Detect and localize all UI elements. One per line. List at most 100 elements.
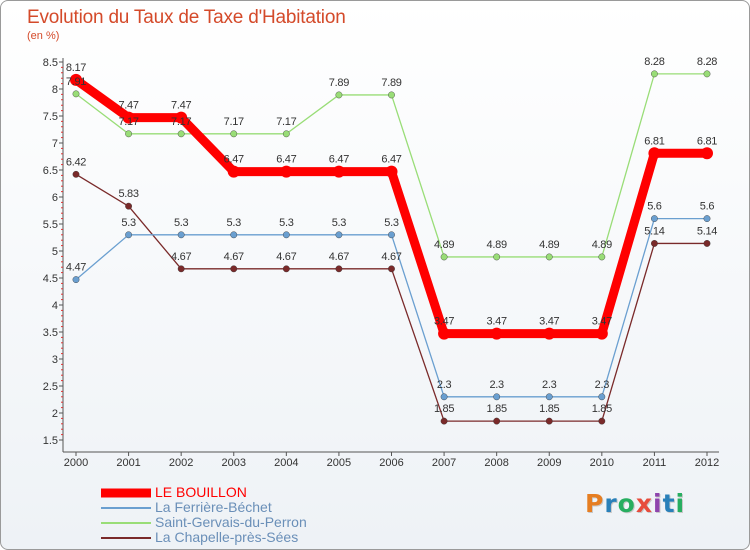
data-point [440,393,448,401]
data-label: 5.83 [118,188,138,200]
x-tick-label: 2005 [327,457,351,469]
data-point [177,265,185,273]
data-point [648,147,661,160]
data-point [595,327,608,340]
data-point [70,73,82,86]
y-tick-label: 5 [52,246,58,258]
data-point [125,130,132,138]
data-point [703,215,711,223]
y-tick-label: 7.5 [43,111,58,123]
data-point [701,147,713,160]
data-label: 5.3 [279,217,294,229]
y-tick-label: 6 [52,192,58,204]
data-label: 1.85 [592,403,612,415]
data-label: 3.47 [592,316,612,328]
data-point [545,393,553,401]
data-label: 6.81 [697,135,717,147]
data-label: 7.47 [118,100,138,112]
data-label: 3.47 [487,316,507,328]
data-point [122,111,135,124]
data-label: 1.85 [434,403,454,415]
data-point [598,393,606,401]
y-tick-label: 5.5 [43,219,58,231]
data-point [440,253,448,261]
x-tick-label: 2012 [695,457,719,469]
legend-label: La Ferrière-Béchet [155,499,272,515]
data-point [282,231,290,239]
x-tick-label: 2001 [116,457,140,469]
data-point [125,231,132,239]
logo-letter: r [604,489,618,518]
data-label: 1.85 [539,403,559,415]
data-point [388,91,395,99]
y-tick-label: 8 [52,84,58,96]
data-label: 7.17 [276,116,296,128]
logo-letter: i [653,489,663,518]
y-tick-label: 8.5 [43,57,58,69]
data-label: 4.89 [539,239,559,251]
logo-letter: t [662,489,676,518]
data-label: 6.47 [329,154,349,166]
data-label: 5.3 [384,217,399,229]
data-label: 5.6 [700,201,715,213]
data-label: 7.17 [171,116,191,128]
data-label: 6.47 [276,154,296,166]
data-point [230,231,238,239]
data-label: 4.89 [592,239,612,251]
data-label: 4.47 [66,262,86,274]
data-point [543,327,556,340]
series-layer [70,70,713,425]
data-point [125,202,132,210]
data-label: 8.17 [66,62,86,74]
data-point [438,327,451,340]
data-label: 6.42 [66,156,86,168]
x-tick-label: 2011 [643,457,667,469]
data-point [72,170,80,178]
legend-swatch [101,488,151,497]
y-tick-label: 3 [52,354,58,366]
x-tick-label: 2003 [222,457,246,469]
data-label: 7.47 [171,100,191,112]
y-tick-label: 4.5 [43,273,58,285]
data-point [335,91,343,99]
series-2 [72,70,711,261]
legend-label: La Chapelle-près-Sées [155,529,299,545]
data-label: 5.3 [227,217,242,229]
data-label: 4.67 [381,251,401,263]
data-label: 7.17 [118,116,138,128]
data-label: 7.89 [381,77,401,89]
x-axis-ticks: 2000 2001 2002 2003 2004 2005 2006 2007 2008 2009… [64,452,719,469]
x-tick-label: 2002 [169,457,193,469]
data-point [651,240,658,247]
data-label: 2.3 [542,379,557,391]
data-label: 2.3 [595,379,610,391]
legend-swatch [101,506,151,509]
y-tick-label: 2.5 [43,381,58,393]
x-tick-label: 2009 [537,457,561,469]
data-point [490,327,503,340]
data-point [651,215,658,223]
data-label: 5.3 [332,217,347,229]
data-point [493,417,501,425]
data-label: 1.85 [487,403,507,415]
data-labels: 8.17 7.47 7.47 6.47 6.47 6.47 6.47 3.47 3.47 3.47… [66,56,718,415]
data-label: 4.89 [434,239,454,251]
data-label: 4.67 [171,251,191,263]
legend-swatch [101,521,151,524]
data-point [703,70,711,78]
data-point [72,90,80,98]
data-label: 7.89 [329,77,349,89]
legend-label: LE BOUILLON [155,484,247,500]
chart-title: Evolution du Taux de Taxe d'Habitation [27,7,346,28]
data-point [175,111,188,124]
data-label: 4.67 [276,251,296,263]
logo-letter: o [617,489,636,518]
x-tick-label: 2006 [379,457,403,469]
logo-letter: i [675,489,686,518]
series-3 [72,170,711,425]
data-label: 3.47 [434,316,454,328]
data-point [282,130,290,138]
data-point [385,165,398,178]
data-label: 4.67 [224,251,244,263]
